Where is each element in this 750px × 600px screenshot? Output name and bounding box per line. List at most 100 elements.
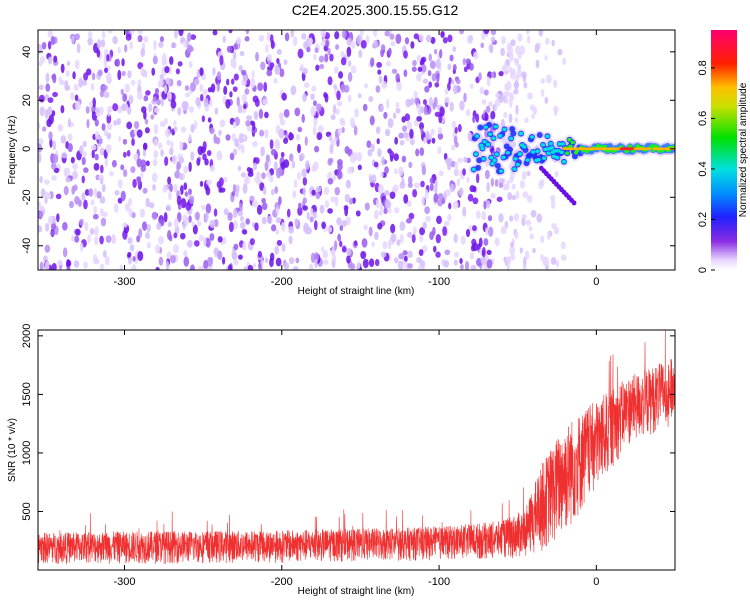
noise-blob <box>126 121 133 130</box>
noise-blob <box>168 190 172 201</box>
noise-blob <box>463 92 467 103</box>
noise-blob <box>344 193 351 203</box>
noise-blob <box>347 94 352 103</box>
noise-blob <box>490 30 497 36</box>
noise-blob <box>294 218 299 227</box>
noise-blob <box>473 51 479 60</box>
noise-blob <box>498 182 504 189</box>
noise-blob <box>336 100 343 107</box>
noise-blob <box>525 219 532 226</box>
noise-blob <box>205 203 212 214</box>
noise-blob <box>229 152 235 161</box>
noise-blob <box>303 222 310 233</box>
noise-blob <box>245 30 250 35</box>
noise-blob <box>244 88 250 95</box>
noise-blob <box>96 191 102 199</box>
noise-blob <box>113 120 117 126</box>
noise-blob <box>301 114 305 123</box>
noise-blob <box>466 35 473 45</box>
noise-blob <box>164 128 171 138</box>
noise-blob <box>398 166 404 176</box>
noise-blob <box>476 257 482 267</box>
noise-blob <box>462 206 467 217</box>
noise-blob <box>279 119 286 126</box>
noise-blob <box>264 129 269 139</box>
noise-blob <box>434 82 440 88</box>
noise-blob <box>538 179 544 190</box>
noise-blob <box>435 58 441 69</box>
noise-blob <box>377 184 384 194</box>
noise-blob <box>329 53 334 62</box>
noise-blob <box>494 98 501 108</box>
noise-blob <box>281 92 287 101</box>
noise-blob <box>252 262 257 268</box>
signal-core-peak <box>657 147 664 151</box>
noise-blob <box>398 132 405 139</box>
signal-core-green <box>535 149 540 153</box>
noise-blob <box>256 171 261 179</box>
noise-blob <box>69 92 75 101</box>
noise-blob <box>254 222 259 232</box>
noise-blob <box>385 60 392 67</box>
noise-blob <box>89 227 95 235</box>
noise-blob <box>469 83 474 90</box>
noise-blob <box>299 153 305 161</box>
noise-blob <box>129 41 134 50</box>
colorbar-tick-label: 0.2 <box>697 212 709 227</box>
noise-blob <box>437 199 444 207</box>
noise-blob <box>251 200 258 208</box>
signal-core-blue <box>509 125 516 132</box>
noise-blob <box>290 30 295 38</box>
noise-blob <box>122 93 128 102</box>
noise-blob <box>530 209 537 218</box>
noise-blob <box>288 235 293 245</box>
noise-blob <box>485 105 491 113</box>
noise-blob <box>395 33 402 44</box>
noise-blob <box>429 177 434 184</box>
noise-blob <box>524 117 529 124</box>
noise-blob <box>171 42 177 48</box>
noise-blob <box>173 218 179 228</box>
noise-blob <box>423 106 428 116</box>
noise-blob <box>315 186 322 193</box>
spectrogram-y-tick-label: -40 <box>21 238 33 254</box>
noise-blob <box>232 50 237 60</box>
noise-blob <box>382 240 388 250</box>
noise-blob <box>136 129 143 138</box>
noise-blob <box>240 69 247 76</box>
noise-blob <box>67 142 73 153</box>
noise-blob <box>500 226 507 235</box>
noise-blob <box>241 93 247 104</box>
snr-x-tick-label: 0 <box>593 576 599 588</box>
noise-blob <box>356 34 363 45</box>
noise-blob <box>155 266 160 270</box>
noise-blob <box>188 161 192 173</box>
noise-blob <box>216 150 223 161</box>
noise-blob <box>407 182 413 189</box>
colorbar-tick-label: 0 <box>697 267 709 273</box>
noise-blob <box>266 31 271 42</box>
noise-blob <box>131 212 136 219</box>
noise-blob <box>418 264 422 270</box>
noise-blob <box>411 234 416 243</box>
noise-blob <box>339 224 344 231</box>
noise-blob <box>433 96 438 108</box>
noise-blob <box>225 98 231 109</box>
noise-blob <box>350 65 357 74</box>
noise-blob <box>270 40 275 50</box>
noise-blob <box>263 81 268 92</box>
noise-blob <box>106 123 113 131</box>
noise-blob <box>389 33 395 40</box>
noise-blob <box>278 128 285 139</box>
noise-blob <box>481 210 487 221</box>
noise-blob <box>235 188 239 198</box>
noise-blob <box>42 255 48 262</box>
noise-blob <box>76 43 81 54</box>
noise-blob <box>190 34 197 40</box>
noise-blob <box>47 215 53 226</box>
noise-blob <box>425 34 432 43</box>
noise-blob <box>212 67 216 76</box>
noise-blob <box>256 204 263 215</box>
noise-blob <box>93 187 98 198</box>
noise-blob <box>44 196 48 204</box>
